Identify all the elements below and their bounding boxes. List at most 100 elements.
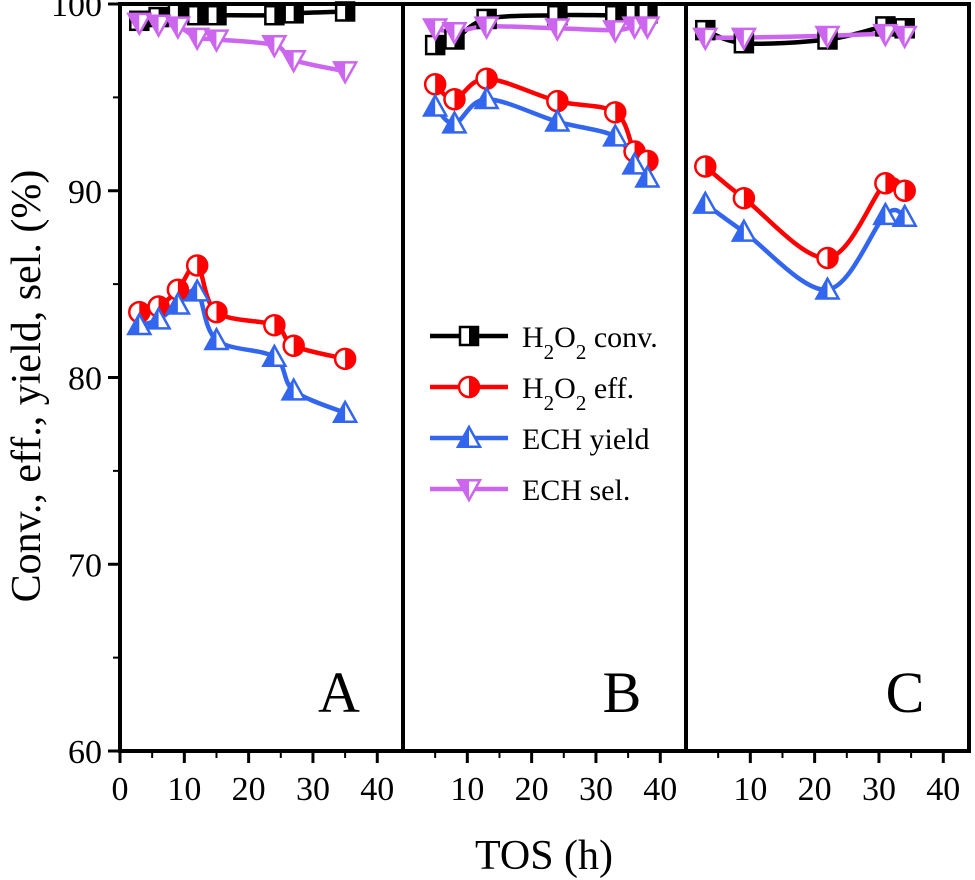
y-tick-label-100: 100 [51,0,102,24]
data-point-sel-a-5 [261,35,288,59]
data-point-yield-c-4 [891,203,918,227]
panel-label-a: A [318,660,360,725]
data-point-sel-c-2 [814,25,841,50]
data-point-yield-b-1 [441,109,468,134]
data-point-sel-a-6 [280,49,307,74]
plot-area [126,1,918,424]
panel-frame-c [684,2,971,753]
x-tick-label-c-40: 40 [926,771,960,808]
data-point-sel-a-2 [164,16,192,40]
legend-marker-sel [455,478,483,503]
y-tick-label-90: 90 [68,174,102,211]
panel-a-lines [137,9,348,416]
data-point-yield-b-5 [621,151,648,175]
legend: H2O2 conv. H2O2 eff. ECH yield ECH sel. [430,321,658,507]
data-point-yield-a-1 [145,306,172,330]
x-tick-label-a-10: 10 [167,771,201,808]
panel-a-markers [126,1,359,424]
data-point-eff-a-5 [263,313,286,337]
data-point-eff-c-1 [732,186,756,210]
data-point-conv-a-5 [264,4,285,26]
x-tick-label-b-40: 40 [643,771,677,808]
data-point-conv-a-4 [206,4,227,26]
data-point-yield-c-3 [872,201,899,226]
panel-label-b: B [603,660,642,725]
x-tick-label-a-20: 20 [232,771,266,808]
x-tick-label-a-40: 40 [360,771,394,808]
data-point-eff-b-4 [604,101,627,124]
data-point-eff-b-0 [423,73,447,96]
y-axis-title: Conv., eff., yield, sel. (%) [4,170,50,603]
x-tick-label-b-20: 20 [515,771,549,808]
data-point-yield-b-4 [602,123,629,147]
data-point-yield-b-0 [422,93,449,117]
data-point-yield-a-3 [184,278,211,302]
legend-item-sel: ECH sel. [430,474,630,507]
legend-label-eff: H2O2 eff. [522,372,634,415]
data-point-eff-a-4 [205,300,228,324]
legend-marker-eff [457,375,481,399]
data-point-eff-a-7 [333,347,357,371]
data-point-eff-c-3 [874,172,897,195]
data-point-sel-b-1 [441,21,468,46]
x-tick-label-b-30: 30 [579,771,613,808]
legend-item-conv: H2O2 conv. [430,321,658,364]
data-point-eff-a-3 [185,254,209,277]
y-tick-label-80: 80 [68,361,102,398]
data-point-eff-a-2 [166,278,190,301]
data-point-eff-c-2 [816,246,839,270]
panel-b [422,3,661,188]
data-point-sel-a-1 [145,14,172,39]
data-point-sel-b-4 [602,20,629,44]
legend-item-eff: H2O2 eff. [430,372,634,415]
data-point-sel-b-3 [544,18,571,42]
legend-item-yield: ECH yield [430,423,650,456]
data-point-sel-b-6 [634,16,661,40]
data-point-conv-a-6 [283,3,304,24]
data-point-yield-a-2 [164,291,192,315]
data-point-yield-c-1 [730,218,758,242]
data-point-yield-a-5 [261,343,288,368]
data-point-sel-a-0 [126,12,153,37]
x-tick-label-c-10: 10 [733,771,767,808]
data-point-sel-c-4 [891,25,918,50]
data-point-eff-b-3 [546,89,569,113]
legend-marker-conv [458,325,480,347]
panel-c-markers [692,16,918,300]
legend-label-yield: ECH yield [522,423,650,456]
data-point-yield-c-0 [692,190,719,214]
data-point-sel-b-0 [422,18,449,42]
data-point-sel-c-0 [692,27,719,52]
data-point-sel-a-7 [331,61,359,85]
data-point-yield-a-0 [126,311,153,336]
data-point-yield-b-6 [634,164,661,188]
panel-c [692,16,918,300]
data-point-eff-a-6 [282,334,305,358]
x-tick-label-a-0: 0 [112,771,129,808]
axes: 0 10 20 30 40 A 10 20 30 40 B 10 20 30 40 C 60 70 80 90 100 [51,0,971,808]
data-point-sel-c-1 [730,27,758,52]
x-axis-title: TOS (h) [475,833,613,879]
legend-label-conv: H2O2 conv. [522,321,658,364]
series-line-yield-c [703,201,907,292]
panel-a [126,1,359,424]
data-point-eff-c-4 [893,179,916,202]
x-tick-label-c-20: 20 [798,771,832,808]
data-point-sel-b-2 [473,16,500,40]
data-point-eff-c-0 [694,155,717,178]
data-point-yield-a-4 [203,326,230,351]
data-point-sel-a-3 [184,27,211,52]
data-point-yield-b-3 [544,108,571,132]
data-point-yield-b-2 [473,85,500,110]
y-tick-label-70: 70 [68,547,102,584]
x-tick-label-a-30: 30 [296,771,330,808]
panel-label-c: C [886,660,925,725]
series-line-sel-a [137,20,348,74]
data-point-yield-a-6 [280,376,307,401]
y-tick-label-60: 60 [68,734,102,771]
panel-c-lines [703,23,907,292]
legend-label-sel: ECH sel. [522,474,630,507]
legend-marker-yield [455,424,483,449]
data-point-sel-c-3 [872,23,899,48]
